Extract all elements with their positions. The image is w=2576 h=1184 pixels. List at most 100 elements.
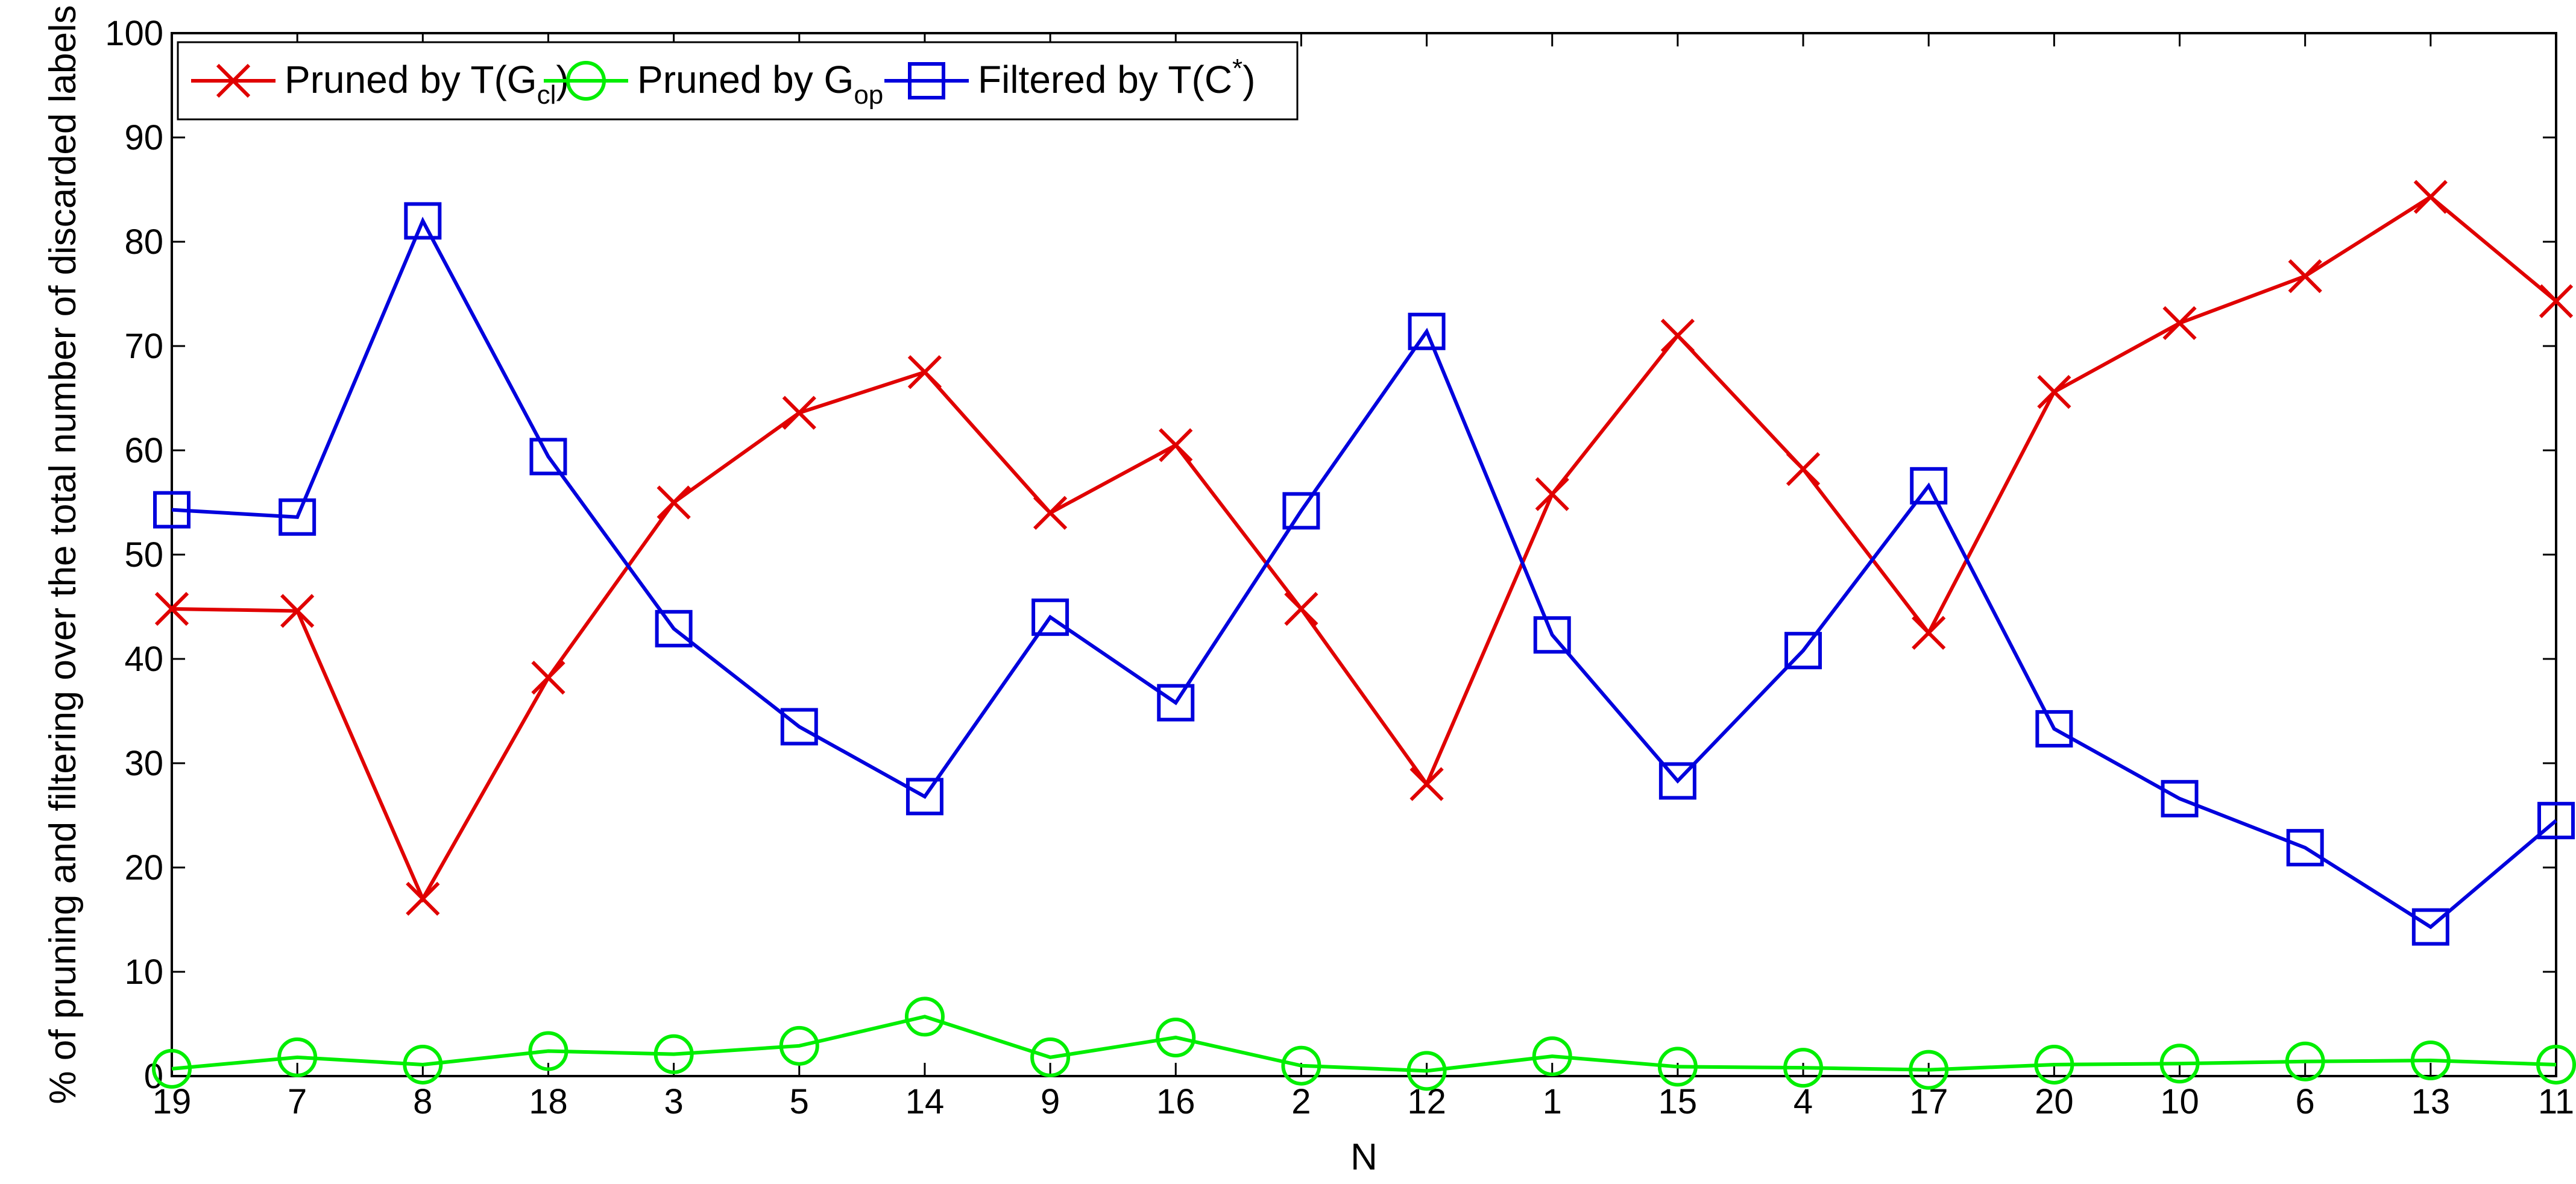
data-point bbox=[2035, 710, 2073, 748]
series-group bbox=[152, 180, 2576, 1091]
data-point bbox=[152, 1048, 192, 1089]
data-point bbox=[1031, 598, 1069, 636]
data-point bbox=[1912, 616, 1946, 650]
data-point bbox=[277, 1037, 318, 1077]
y-tick-label: 50 bbox=[124, 535, 163, 575]
data-point bbox=[279, 498, 316, 536]
data-point bbox=[1159, 428, 1193, 462]
data-point bbox=[2285, 1041, 2325, 1082]
data-point bbox=[655, 609, 693, 647]
legend-item-2: Pruned by Gop bbox=[544, 58, 883, 110]
data-point bbox=[1409, 767, 1444, 801]
y-tick-label: 100 bbox=[105, 14, 163, 53]
data-point bbox=[1784, 632, 1822, 670]
data-point bbox=[1284, 591, 1318, 626]
series-line bbox=[171, 216, 2557, 930]
x-tick-label: 16 bbox=[1156, 1082, 1195, 1121]
x-tick-label: 5 bbox=[790, 1082, 809, 1121]
legend-label-main: Pruned by G bbox=[637, 58, 854, 101]
data-point bbox=[1660, 318, 1695, 353]
data-point bbox=[153, 491, 191, 529]
data-point bbox=[2410, 1041, 2451, 1081]
y-tick-label: 90 bbox=[124, 118, 163, 157]
x-tick-label: 4 bbox=[1793, 1082, 1813, 1121]
data-point bbox=[2288, 259, 2322, 294]
series-2 bbox=[152, 997, 2576, 1091]
data-point bbox=[154, 591, 189, 626]
data-point bbox=[1658, 762, 1696, 800]
x-tick-label: 20 bbox=[2035, 1082, 2074, 1121]
data-point bbox=[1657, 1047, 1698, 1087]
data-point bbox=[1156, 1017, 1196, 1057]
x-axis-ticks: 19 7 8 18 3 5 14 9 16 2 12 1 15 4 17 20 10 6 13 11 bbox=[153, 33, 2574, 1121]
x-tick-label: 10 bbox=[2160, 1082, 2199, 1121]
data-point bbox=[1282, 492, 1320, 530]
data-point bbox=[907, 355, 942, 389]
legend-label-main: Pruned by T(G bbox=[285, 58, 537, 101]
x-tick-label: 6 bbox=[2296, 1082, 2315, 1121]
data-point bbox=[2413, 180, 2448, 214]
data-point bbox=[1783, 1048, 1824, 1088]
legend-label: Pruned by Gop bbox=[637, 58, 883, 110]
data-point bbox=[1157, 684, 1195, 722]
legend-label-superscript: * bbox=[1232, 54, 1242, 83]
legend-item-3: Filtered by T(C*) bbox=[884, 54, 1255, 101]
data-point bbox=[657, 485, 691, 520]
data-point bbox=[2536, 1044, 2576, 1085]
y-tick-label: 80 bbox=[124, 222, 163, 262]
legend-label-end: ) bbox=[1242, 58, 1255, 101]
x-tick-label: 8 bbox=[413, 1082, 432, 1121]
legend-box bbox=[177, 41, 1299, 121]
x-tick-label: 1 bbox=[1543, 1082, 1562, 1121]
y-axis-title: % of pruning and filtering over the tota… bbox=[42, 5, 84, 1104]
data-point bbox=[403, 1044, 443, 1085]
data-point bbox=[2159, 1044, 2200, 1084]
plot-area-frame bbox=[171, 32, 2557, 1077]
data-point bbox=[1033, 496, 1068, 530]
data-point bbox=[1909, 1050, 1949, 1090]
legend-swatch-marker bbox=[216, 63, 251, 98]
data-point bbox=[1532, 1036, 1572, 1077]
data-point bbox=[1786, 452, 1821, 487]
data-point bbox=[2286, 829, 2324, 867]
x-tick-label: 9 bbox=[1041, 1082, 1060, 1121]
axes bbox=[171, 32, 2557, 1077]
x-tick-label: 3 bbox=[664, 1082, 683, 1121]
data-point bbox=[1408, 312, 1446, 350]
legend-item-1: Pruned by T(Gcl) bbox=[191, 58, 569, 110]
legend-label: Filtered by T(C*) bbox=[978, 54, 1255, 101]
data-point bbox=[780, 708, 818, 746]
data-point bbox=[905, 778, 943, 816]
data-point bbox=[653, 1034, 694, 1074]
data-point bbox=[1406, 1051, 1447, 1091]
x-tick-label: 2 bbox=[1291, 1082, 1311, 1121]
y-tick-label: 30 bbox=[124, 744, 163, 783]
legend-swatch-marker bbox=[566, 61, 606, 101]
data-point bbox=[406, 881, 440, 916]
data-point bbox=[529, 438, 567, 476]
x-axis-title: N bbox=[1350, 1136, 1378, 1178]
data-point bbox=[280, 594, 315, 628]
data-point bbox=[1535, 477, 1569, 511]
data-point bbox=[1030, 1037, 1071, 1077]
data-point bbox=[1910, 467, 1948, 505]
data-point bbox=[2537, 802, 2575, 840]
data-point bbox=[2411, 908, 2449, 946]
legend-label-subscript: op bbox=[854, 80, 883, 110]
legend-label-main: Filtered by T(C bbox=[978, 58, 1232, 101]
data-point bbox=[779, 1025, 819, 1066]
data-point bbox=[2162, 306, 2197, 341]
legend: Pruned by T(Gcl) Pruned by Gop Filtered by… bbox=[177, 41, 1299, 121]
data-point bbox=[531, 661, 565, 695]
data-point bbox=[904, 997, 945, 1037]
data-point bbox=[2034, 1044, 2074, 1085]
y-tick-label: 20 bbox=[124, 848, 163, 887]
y-tick-label: 70 bbox=[124, 327, 163, 366]
legend-label: Pruned by T(Gcl) bbox=[285, 58, 569, 110]
data-point bbox=[2161, 779, 2199, 817]
x-tick-label: 13 bbox=[2411, 1082, 2451, 1121]
series-line bbox=[171, 1015, 2557, 1073]
legend-label-subscript: cl bbox=[537, 80, 556, 110]
series-line bbox=[171, 194, 2557, 903]
